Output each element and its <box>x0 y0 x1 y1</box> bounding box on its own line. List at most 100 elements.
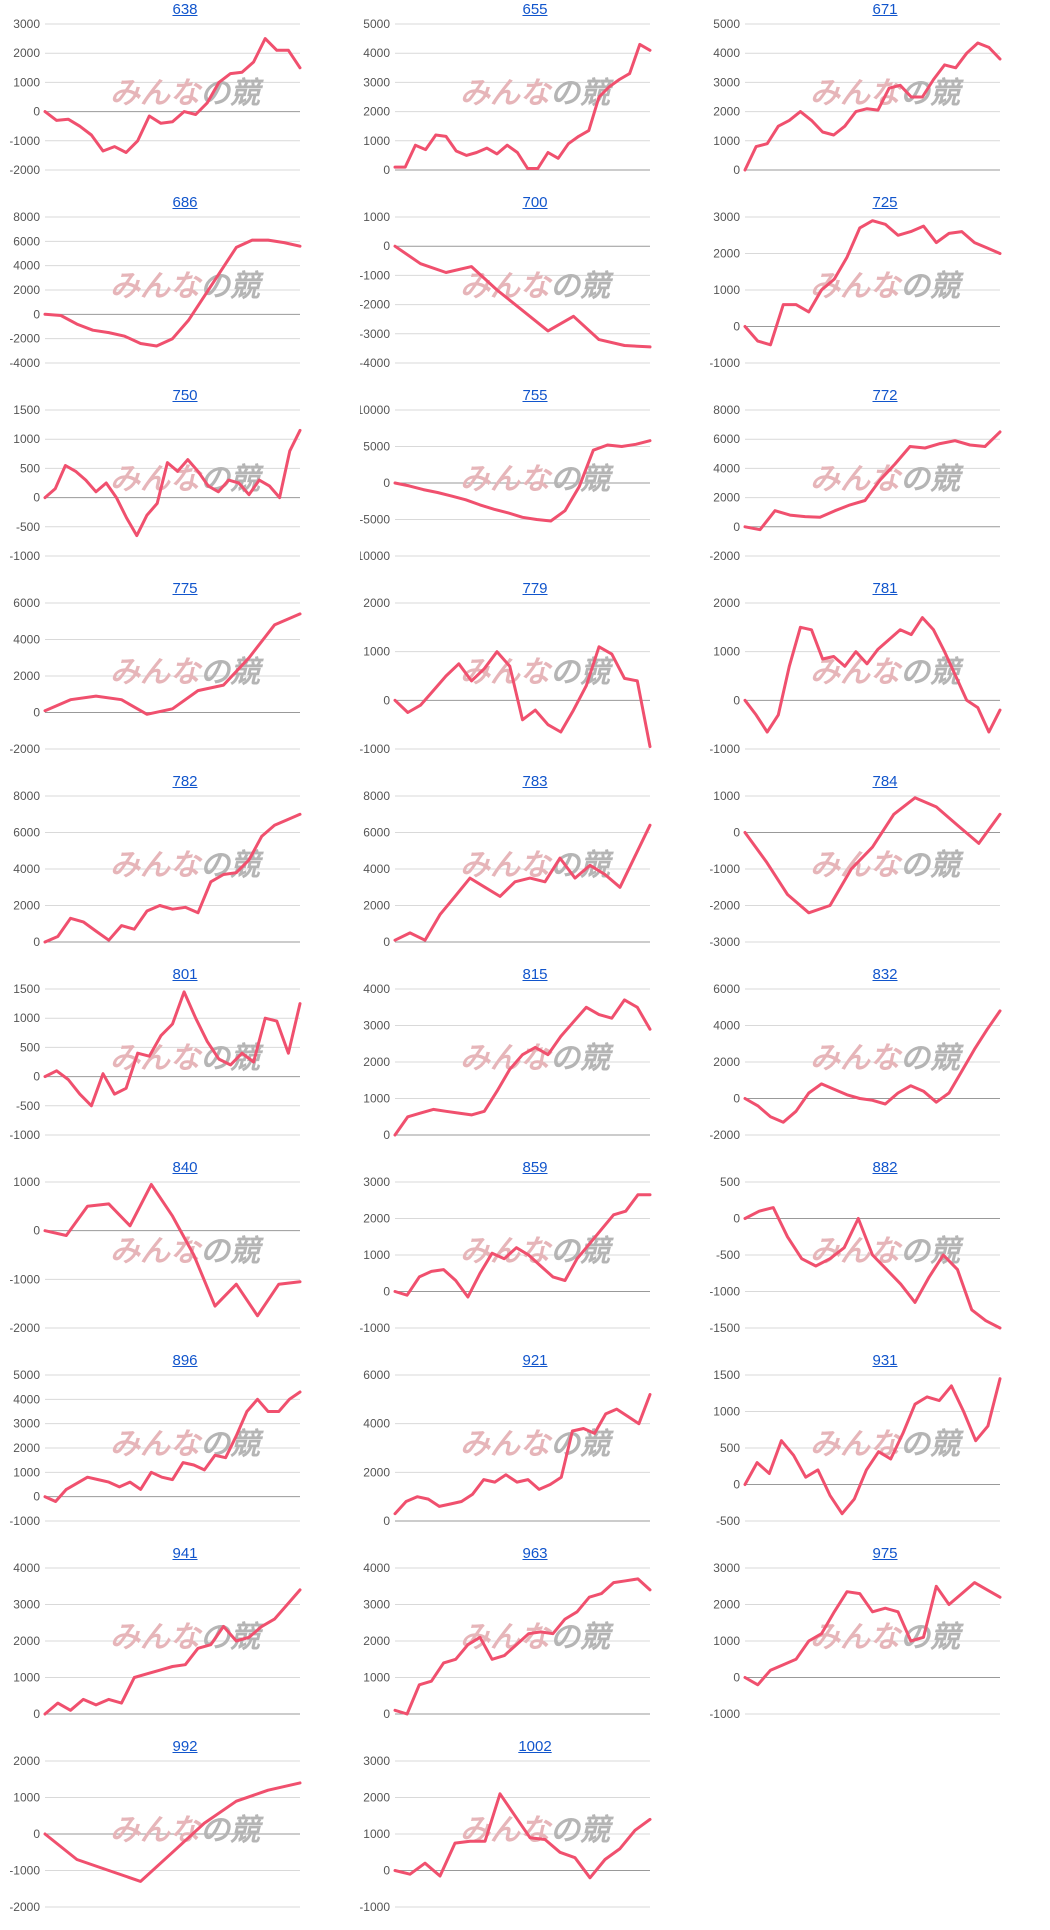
chart-title-link[interactable]: 963 <box>522 1545 548 1562</box>
chart-title-link[interactable]: 772 <box>872 387 898 404</box>
data-point <box>266 1410 270 1413</box>
data-point <box>816 1468 820 1472</box>
data-point <box>956 1268 959 1271</box>
data-point <box>623 677 626 680</box>
chart-title-link[interactable]: 941 <box>172 1545 198 1562</box>
data-point <box>485 146 488 150</box>
data-point <box>515 1480 519 1484</box>
y-tick-label: 5000 <box>713 17 740 31</box>
y-tick-label: 500 <box>20 1040 40 1054</box>
data-point <box>908 445 912 448</box>
y-tick-label: 2000 <box>713 1598 740 1612</box>
chart-title-link[interactable]: 921 <box>522 1352 548 1369</box>
series-line-772 <box>743 430 1002 532</box>
chart-title-link[interactable]: 815 <box>522 966 548 983</box>
chart-title-link[interactable]: 686 <box>172 194 198 211</box>
data-point <box>755 1461 759 1464</box>
data-point <box>182 990 186 994</box>
data-point <box>597 1013 601 1016</box>
data-point <box>843 125 846 128</box>
data-point <box>136 139 139 142</box>
y-tick-label: -4000 <box>10 356 40 370</box>
data-point <box>217 81 221 84</box>
data-point <box>217 1057 221 1061</box>
data-point <box>107 1869 110 1872</box>
data-point <box>430 1679 433 1683</box>
y-tick-label: 2000 <box>363 1212 390 1226</box>
data-point <box>455 149 458 153</box>
chart-title-link[interactable]: 775 <box>172 580 198 597</box>
data-point <box>224 1456 227 1459</box>
chart-title-link[interactable]: 783 <box>522 773 548 790</box>
data-point <box>618 886 622 889</box>
chart-title-link[interactable]: 882 <box>872 1159 898 1176</box>
chart-title-link[interactable]: 725 <box>872 194 898 211</box>
data-point <box>648 345 652 349</box>
watermark-part1: みんな <box>810 1621 903 1654</box>
data-point <box>572 1020 575 1024</box>
data-point <box>69 698 72 701</box>
watermark-part1: みんな <box>810 656 903 689</box>
data-point <box>464 498 468 501</box>
chart-title-link[interactable]: 832 <box>872 966 898 983</box>
chart-title-link[interactable]: 782 <box>172 773 198 790</box>
watermark-part2: の競 <box>550 849 614 882</box>
chart-panel-832: 6000 4000 2000 0 -2000 みんなの競 832 <box>710 965 1050 1158</box>
chart-svg: 2000 1000 0 -1000 -2000 みんなの競 <box>10 1754 302 1914</box>
chart-title-link[interactable]: 750 <box>172 387 198 404</box>
data-point <box>217 490 220 493</box>
data-point <box>935 241 938 244</box>
chart-svg: 1500 1000 500 0 -500 みんなの競 <box>713 1368 1002 1528</box>
watermark-part1: みんな <box>110 463 203 496</box>
data-point <box>495 650 499 653</box>
chart-title-link[interactable]: 975 <box>872 1545 898 1562</box>
chart-title-link[interactable]: 801 <box>172 966 198 983</box>
data-point <box>534 1046 537 1049</box>
y-tick-label: 3000 <box>363 75 390 89</box>
chart-title-link[interactable]: 779 <box>522 580 548 597</box>
y-tick-label: 2000 <box>363 899 390 913</box>
data-point <box>935 805 938 809</box>
data-point <box>266 238 270 242</box>
data-point <box>453 1841 457 1845</box>
data-point <box>444 1110 448 1113</box>
chart-title-link[interactable]: 840 <box>172 1159 198 1176</box>
data-point <box>184 1663 187 1666</box>
data-point <box>769 1115 772 1118</box>
chart-title-link[interactable]: 638 <box>172 1 198 18</box>
chart-title-link[interactable]: 859 <box>522 1159 548 1176</box>
data-point <box>65 1234 68 1237</box>
chart-title-link[interactable]: 700 <box>522 194 548 211</box>
data-point <box>876 108 880 112</box>
chart-title-link[interactable]: 1002 <box>518 1738 552 1755</box>
data-point <box>756 1683 759 1686</box>
data-point <box>495 152 499 156</box>
chart-title-link[interactable]: 784 <box>872 773 898 790</box>
data-point <box>287 1052 290 1055</box>
chart-title-link[interactable]: 896 <box>172 1352 198 1369</box>
data-point <box>128 1480 132 1484</box>
data-point <box>603 1858 607 1861</box>
y-tick-label: -2000 <box>710 549 740 563</box>
y-tick-label: 6000 <box>13 234 40 248</box>
series-line-931 <box>743 1377 1002 1516</box>
chart-title-link[interactable]: 671 <box>872 1 898 18</box>
chart-title-link[interactable]: 755 <box>522 387 548 404</box>
data-point <box>298 1002 302 1005</box>
y-tick-label: 1500 <box>713 1368 740 1382</box>
chart-title-link[interactable]: 781 <box>872 580 898 597</box>
watermark: みんなの競 <box>810 1621 964 1654</box>
chart-title-link[interactable]: 931 <box>872 1352 898 1369</box>
data-point <box>94 1703 98 1707</box>
data-point <box>998 252 1002 255</box>
y-tick-label: 1000 <box>13 1011 40 1025</box>
data-point <box>828 904 832 907</box>
chart-title-link[interactable]: 655 <box>522 1 548 18</box>
y-tick-label: -2000 <box>10 332 40 346</box>
data-point <box>470 679 473 683</box>
chart-title-link[interactable]: 992 <box>172 1738 198 1755</box>
data-point <box>513 1814 517 1817</box>
data-point <box>973 241 976 244</box>
y-tick-label: 1000 <box>363 1248 390 1262</box>
